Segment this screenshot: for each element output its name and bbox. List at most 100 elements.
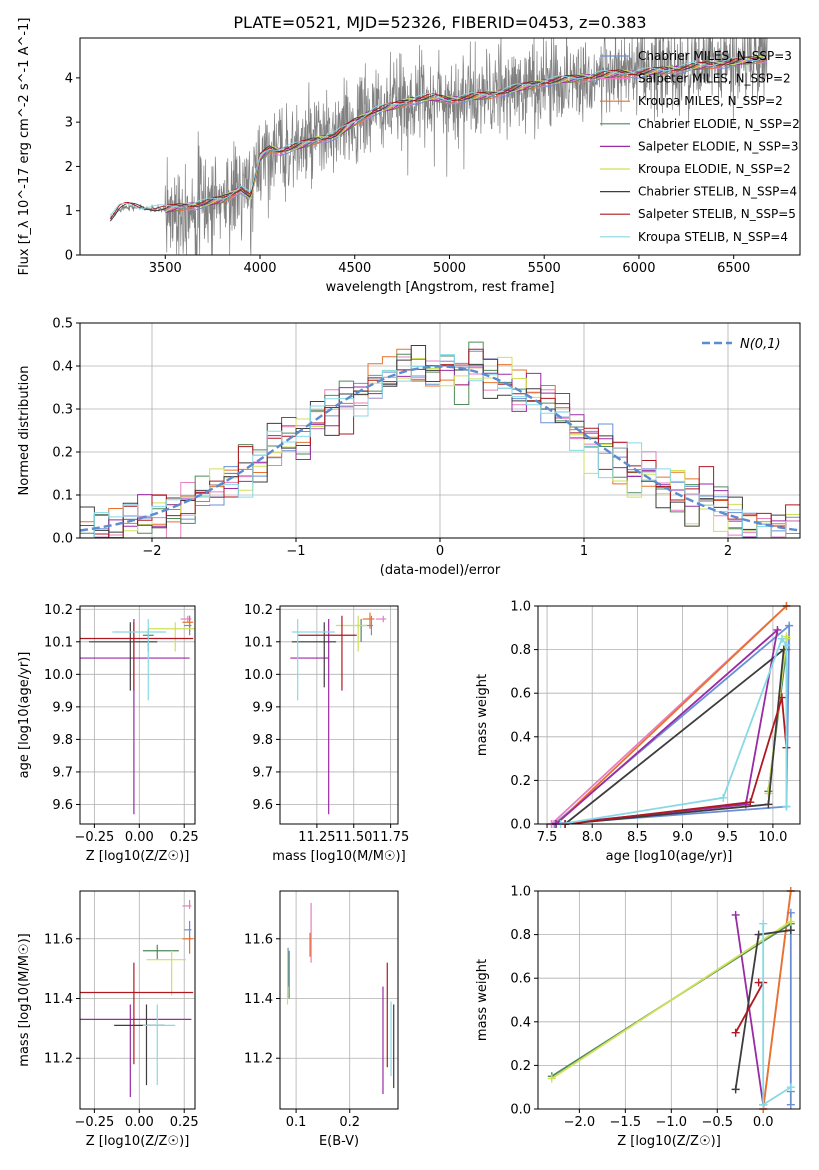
- y-axis-label: mass weight: [475, 959, 490, 1041]
- panel-spectrum: 3500 4000 4500 5000 5500 6000 6500 0 1 2 3 4 wavelen…: [17, 18, 801, 295]
- legend-entry: Chabrier STELIB, N_SSP=4: [638, 185, 797, 199]
- y-tick-label: 0: [65, 249, 73, 264]
- errorbar-point: [297, 615, 357, 691]
- y-tick-label: 9.9: [52, 700, 73, 715]
- x-tick-label: 9.0: [672, 830, 693, 845]
- x-tick-label: 10.0: [758, 830, 787, 845]
- weight-line: [550, 606, 788, 824]
- observed-spectrum: [109, 38, 768, 255]
- weight-marker: [773, 625, 782, 634]
- weight-marker: [782, 632, 791, 641]
- y-tick-label: 9.7: [52, 765, 73, 780]
- x-tick-label: 0.00: [125, 830, 154, 845]
- x-tick-label: 7.5: [537, 830, 558, 845]
- y-tick-label: 0.1: [52, 489, 73, 504]
- legend-entry: Salpeter MILES, N_SSP=2: [638, 72, 791, 86]
- legend-entry: Kroupa STELIB, N_SSP=4: [638, 230, 788, 244]
- weight-marker: [785, 621, 794, 630]
- y-tick-label: 3: [65, 116, 73, 131]
- errorbar-point: [142, 1004, 176, 1086]
- weight-marker: [786, 917, 795, 926]
- errorbar-point: [142, 944, 179, 960]
- x-tick-label: −2.0: [564, 1115, 596, 1130]
- y-tick-label: 10.1: [244, 635, 273, 650]
- x-axis-label: wavelength [Angstrom, rest frame]: [326, 280, 555, 295]
- y-tick-label: 9.7: [252, 765, 273, 780]
- weight-marker: [786, 926, 795, 935]
- x-tick-label: −0.5: [701, 1115, 733, 1130]
- x-tick-label: −1: [286, 544, 305, 559]
- y-axis-label: mass weight: [475, 674, 490, 756]
- x-tick-label: 4500: [338, 261, 371, 276]
- x-axis-label: Z [log10(Z/Z☉)]: [86, 849, 190, 864]
- panel-mass-weight-vs-Z: −2.0 −1.5 −1.0 −0.5 0.0 0.0 0.2 0.4 0.6 0.8 1.0 Z […: [475, 885, 801, 1149]
- panel-age-vs-Z: −0.25 0.00 0.25 9.6 9.7 9.8 9.9 10.0 10.1 10.2 Z […: [17, 603, 199, 864]
- axes-frame: [79, 322, 801, 539]
- x-axis-label: age [log10(age/yr)]: [606, 849, 733, 864]
- axes-frame: [279, 605, 399, 825]
- axes-frame: [79, 37, 801, 256]
- y-tick-label: 1.0: [510, 885, 531, 900]
- y-tick-label: 0.4: [52, 360, 73, 375]
- legend-entry: Chabrier ELODIE, N_SSP=2: [638, 117, 800, 131]
- y-tick-label: 11.6: [44, 932, 73, 947]
- weight-line: [564, 697, 788, 824]
- x-axis-label: Z [log10(Z/Z☉)]: [617, 1134, 721, 1149]
- x-tick-label: 11.50: [335, 830, 372, 845]
- x-tick-label: 6500: [717, 261, 750, 276]
- y-tick-label: 0.0: [52, 532, 73, 547]
- weight-marker: [547, 1074, 556, 1083]
- errorbar-point: [80, 619, 190, 815]
- x-axis-label: mass [log10(M/M☉)]: [272, 849, 405, 864]
- legend-entry: N(0,1): [740, 337, 781, 352]
- weight-line: [551, 920, 792, 1080]
- x-tick-label: 0.25: [170, 1115, 199, 1130]
- weight-marker: [759, 1100, 768, 1109]
- y-tick-label: 0.5: [52, 317, 73, 332]
- y-tick-label: 9.8: [252, 733, 273, 748]
- panel-age-vs-mass: 11.25 11.50 11.75 9.6 9.7 9.8 9.9 10.0 10.1 10.2 m…: [244, 603, 409, 864]
- errorbar-point: [362, 612, 375, 629]
- figure-title: PLATE=0521, MJD=52326, FIBERID=0453, z=0…: [233, 13, 646, 32]
- y-tick-label: 11.2: [244, 1052, 273, 1067]
- y-tick-label: 1.0: [510, 600, 531, 615]
- weight-marker: [759, 919, 768, 928]
- y-axis-label: Normed distribution: [17, 366, 32, 496]
- weight-marker: [786, 1083, 795, 1092]
- x-axis-label: (data-model)/error: [380, 563, 501, 578]
- legend-entry: Kroupa MILES, N_SSP=2: [638, 94, 783, 108]
- x-tick-label: 8.5: [627, 830, 648, 845]
- y-tick-label: 11.2: [44, 1052, 73, 1067]
- panel-residuals: −2 −1 0 1 2 0.0 0.1 0.2 0.3 0.4 0.5 (data-model)/er…: [17, 317, 801, 578]
- weight-marker: [777, 693, 786, 702]
- axes-frame: [79, 890, 196, 1110]
- panel-mass-vs-EBV: 0.1 0.2 11.2 11.4 11.6 E(B-V): [244, 890, 399, 1149]
- weight-marker: [786, 1100, 795, 1109]
- y-axis-label: Flux [f_λ 10^-17 erg cm^-2 s^-1 A^-1]: [17, 18, 32, 276]
- y-tick-label: 2: [65, 160, 73, 175]
- y-tick-label: 0.0: [510, 818, 531, 833]
- x-tick-label: 0.2: [339, 1115, 360, 1130]
- errorbar-point: [80, 962, 194, 1065]
- x-tick-label: 6000: [622, 261, 655, 276]
- weight-line: [555, 606, 788, 824]
- y-tick-label: 0.2: [510, 774, 531, 789]
- weight-marker: [719, 793, 728, 802]
- weight-marker: [782, 641, 791, 650]
- weight-marker: [754, 978, 763, 987]
- normal-curve: [80, 365, 800, 532]
- x-tick-label: −1.5: [610, 1115, 642, 1130]
- y-tick-label: 0.6: [510, 972, 531, 987]
- weight-marker: [754, 930, 763, 939]
- legend-entry: Chabrier MILES, N_SSP=3: [638, 49, 792, 63]
- y-tick-label: 11.4: [244, 992, 273, 1007]
- y-tick-label: 9.6: [252, 798, 273, 813]
- y-tick-label: 0.2: [52, 446, 73, 461]
- y-tick-label: 0.0: [510, 1103, 531, 1118]
- x-tick-label: 5500: [528, 261, 561, 276]
- y-tick-label: 10.2: [44, 603, 73, 618]
- axes-frame: [279, 890, 399, 1110]
- errorbar-point: [291, 622, 337, 688]
- y-axis-label: mass [log10(M/M☉)]: [17, 933, 32, 1066]
- errorbar-point: [184, 920, 192, 939]
